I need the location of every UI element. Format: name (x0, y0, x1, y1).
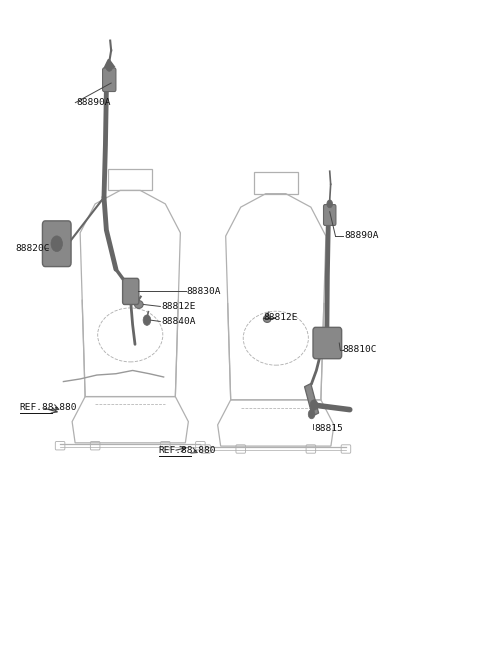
Text: REF.88-880: REF.88-880 (20, 403, 77, 412)
Text: 88840A: 88840A (161, 317, 196, 326)
Text: 88812E: 88812E (161, 302, 196, 311)
Circle shape (308, 409, 315, 419)
Circle shape (51, 236, 62, 251)
FancyBboxPatch shape (103, 68, 116, 92)
Text: 88812E: 88812E (263, 313, 298, 322)
FancyBboxPatch shape (313, 327, 342, 359)
Text: 88890A: 88890A (344, 232, 379, 240)
Text: 88830A: 88830A (187, 287, 221, 296)
FancyBboxPatch shape (324, 205, 336, 226)
Text: REF.88-880: REF.88-880 (159, 446, 216, 455)
FancyBboxPatch shape (122, 278, 139, 304)
Circle shape (310, 400, 318, 410)
Circle shape (327, 200, 333, 208)
Polygon shape (304, 384, 319, 416)
Circle shape (106, 62, 113, 72)
Ellipse shape (264, 316, 271, 323)
FancyBboxPatch shape (42, 221, 71, 266)
Text: 88890A: 88890A (77, 98, 111, 107)
Text: 88815: 88815 (314, 424, 343, 433)
Text: 88820C: 88820C (16, 244, 50, 253)
Circle shape (143, 315, 151, 325)
Ellipse shape (134, 300, 143, 308)
Text: 88810C: 88810C (343, 345, 377, 354)
